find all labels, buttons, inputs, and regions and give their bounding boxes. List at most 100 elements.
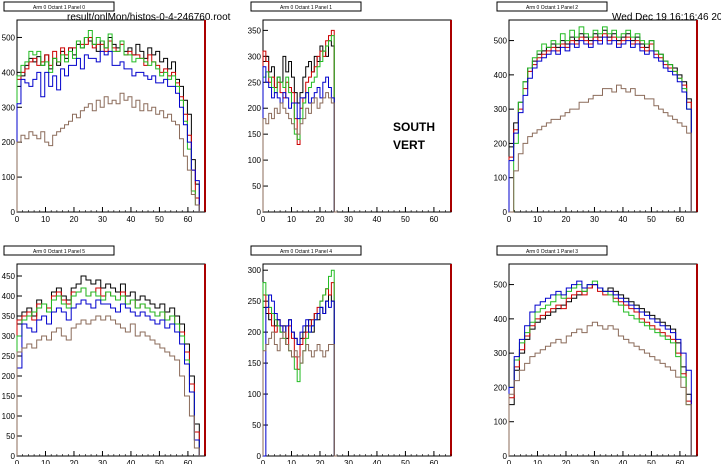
datetime: Wed Dec 19 16:16:46 2007 xyxy=(612,12,721,23)
histogram-series-5 xyxy=(16,315,200,456)
y-tick-label: 200 xyxy=(494,383,508,392)
y-tick-label: 300 xyxy=(2,332,16,341)
histogram-series-1 xyxy=(16,275,200,456)
x-tick-label: 50 xyxy=(401,215,410,224)
file-path: result/onlMon/histos-0-4-246760.root xyxy=(67,12,231,23)
x-tick-label: 0 xyxy=(15,215,20,224)
histogram-series-4 xyxy=(508,280,692,456)
x-tick-label: 40 xyxy=(372,459,381,464)
y-tick-label: 300 xyxy=(494,105,508,114)
x-tick-label: 50 xyxy=(647,459,656,464)
y-tick-label: 300 xyxy=(494,349,508,358)
x-tick-label: 20 xyxy=(316,459,325,464)
x-tick-label: 10 xyxy=(287,459,296,464)
x-tick-label: 40 xyxy=(372,215,381,224)
y-tick-label: 400 xyxy=(2,292,16,301)
histogram-series-5 xyxy=(262,92,338,213)
y-tick-label: 500 xyxy=(2,33,16,42)
y-tick-label: 400 xyxy=(494,315,508,324)
plot-frame xyxy=(16,19,206,213)
y-tick-label: 50 xyxy=(252,182,261,191)
y-tick-label: 150 xyxy=(248,130,262,139)
y-tick-label: 400 xyxy=(494,71,508,80)
x-tick-label: 60 xyxy=(183,215,192,224)
x-tick-label: 10 xyxy=(533,215,542,224)
histogram-series-3 xyxy=(262,35,338,213)
annotation-vert: VERT xyxy=(393,138,426,152)
x-tick-label: 50 xyxy=(155,459,164,464)
y-tick-label: 300 xyxy=(248,266,262,275)
y-tick-label: 500 xyxy=(494,37,508,46)
histogram-series-3 xyxy=(16,29,200,212)
panel-title-box xyxy=(496,1,608,12)
y-tick-label: 100 xyxy=(248,156,262,165)
x-tick-label: 0 xyxy=(261,459,266,464)
histogram-series-1 xyxy=(508,284,692,456)
x-tick-label: 20 xyxy=(562,459,571,464)
x-tick-label: 30 xyxy=(98,459,107,464)
y-tick-label: 0 xyxy=(503,452,508,461)
x-tick-label: 60 xyxy=(675,459,684,464)
y-tick-label: 50 xyxy=(252,421,261,430)
x-tick-label: 20 xyxy=(70,215,79,224)
histogram-series-4 xyxy=(262,66,338,213)
histogram-series-2 xyxy=(16,36,200,212)
panel-title: Arm 0 Octant 1 Panel 2 xyxy=(526,5,578,11)
panel-title: Arm 0 Octant 1 Panel 4 xyxy=(280,249,332,255)
y-tick-label: 500 xyxy=(494,281,508,290)
y-tick-label: 150 xyxy=(248,359,262,368)
x-tick-label: 10 xyxy=(533,459,542,464)
histogram-series-3 xyxy=(509,26,692,213)
x-tick-label: 40 xyxy=(618,215,627,224)
y-tick-label: 0 xyxy=(503,208,508,217)
histogram-series-5 xyxy=(262,331,338,457)
y-tick-label: 250 xyxy=(248,297,262,306)
x-tick-label: 30 xyxy=(98,215,107,224)
y-tick-label: 250 xyxy=(248,78,262,87)
y-tick-label: 0 xyxy=(257,208,262,217)
y-tick-label: 400 xyxy=(2,68,16,77)
y-tick-label: 450 xyxy=(2,272,16,281)
x-tick-label: 40 xyxy=(126,459,135,464)
x-tick-label: 0 xyxy=(15,459,20,464)
x-tick-label: 30 xyxy=(590,215,599,224)
x-tick-label: 50 xyxy=(155,215,164,224)
x-tick-label: 60 xyxy=(675,215,684,224)
y-tick-label: 0 xyxy=(11,208,16,217)
panel-title: Arm 0 Octant 1 Panel 1 xyxy=(280,5,332,11)
histogram-series-5 xyxy=(508,321,692,456)
histogram-series-2 xyxy=(508,33,692,212)
histogram-series-2 xyxy=(16,287,200,456)
y-tick-label: 200 xyxy=(2,372,16,381)
x-tick-label: 20 xyxy=(562,215,571,224)
histogram-series-2 xyxy=(262,29,338,213)
histogram-series-3 xyxy=(16,287,200,456)
histogram-series-3 xyxy=(508,280,692,456)
x-tick-label: 50 xyxy=(401,459,410,464)
y-tick-label: 300 xyxy=(2,103,16,112)
y-tick-label: 100 xyxy=(2,173,16,182)
x-tick-label: 40 xyxy=(618,459,627,464)
plot-frame xyxy=(262,263,452,457)
histogram-series-5 xyxy=(16,92,200,212)
y-tick-label: 350 xyxy=(248,26,262,35)
y-tick-label: 200 xyxy=(494,139,508,148)
y-tick-label: 350 xyxy=(2,312,16,321)
panel-title-box xyxy=(3,245,115,256)
x-tick-label: 0 xyxy=(507,459,512,464)
y-tick-label: 100 xyxy=(494,174,508,183)
x-tick-label: 10 xyxy=(41,215,50,224)
y-tick-label: 300 xyxy=(248,52,262,61)
panel-title-box xyxy=(496,245,608,256)
y-tick-label: 200 xyxy=(2,138,16,147)
x-tick-label: 30 xyxy=(344,215,353,224)
panel-title: Arm 0 Octant 1 Panel 3 xyxy=(526,249,578,255)
panel-title-box xyxy=(250,1,362,12)
histogram-series-3 xyxy=(262,269,338,457)
y-tick-label: 200 xyxy=(248,328,262,337)
x-tick-label: 30 xyxy=(590,459,599,464)
y-tick-label: 250 xyxy=(2,352,16,361)
y-tick-label: 100 xyxy=(248,390,262,399)
y-tick-label: 150 xyxy=(2,392,16,401)
